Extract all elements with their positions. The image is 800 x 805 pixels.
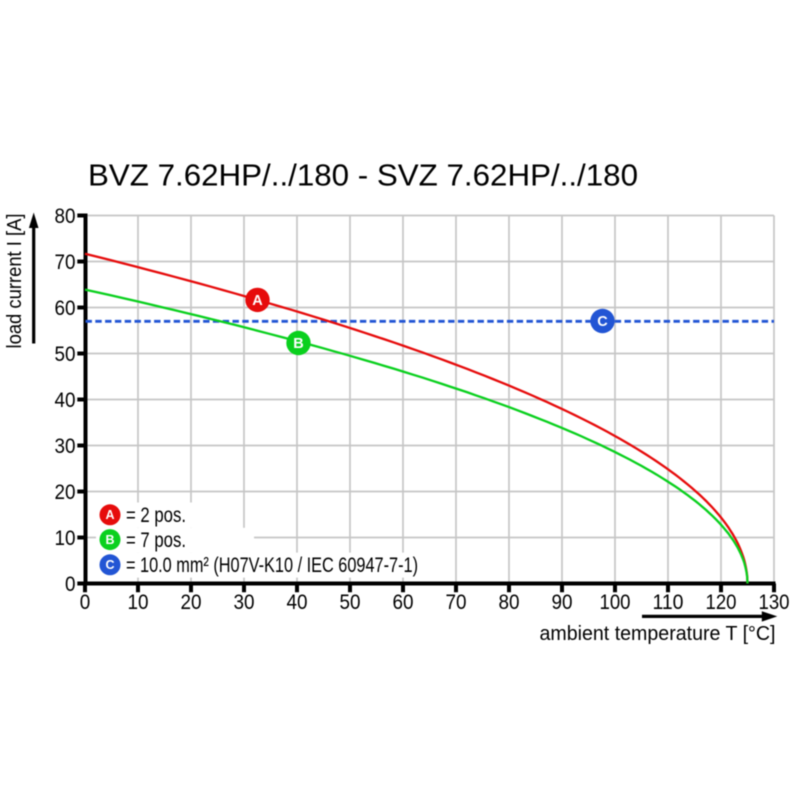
svg-text:110: 110 [653,591,684,614]
svg-text:30: 30 [55,435,76,458]
svg-text:70: 70 [55,251,76,274]
svg-text:BVZ 7.62HP/../180 - SVZ 7.62HP: BVZ 7.62HP/../180 - SVZ 7.62HP/../180 [88,158,638,193]
svg-text:100: 100 [600,591,631,614]
svg-text:0: 0 [65,573,76,596]
svg-text:50: 50 [55,343,76,366]
svg-text:90: 90 [552,591,573,614]
svg-text:load current I [A]: load current I [A] [3,214,26,349]
svg-text:B: B [105,533,114,547]
svg-text:ambient temperature T [°C]: ambient temperature T [°C] [540,622,776,645]
svg-text:10: 10 [128,591,149,614]
svg-text:10: 10 [55,527,76,550]
svg-text:A: A [252,293,263,309]
svg-text:0: 0 [80,591,91,614]
svg-text:= 2 pos.: = 2 pos. [126,504,186,527]
svg-text:30: 30 [234,591,255,614]
svg-text:80: 80 [499,591,520,614]
svg-text:120: 120 [706,591,737,614]
svg-text:20: 20 [181,591,202,614]
svg-text:40: 40 [287,591,308,614]
svg-text:40: 40 [55,389,76,412]
svg-text:60: 60 [55,297,76,320]
svg-text:70: 70 [446,591,467,614]
svg-text:20: 20 [55,481,76,504]
svg-text:60: 60 [393,591,414,614]
svg-text:C: C [105,558,114,572]
svg-text:50: 50 [340,591,361,614]
svg-text:= 7 pos.: = 7 pos. [126,529,186,552]
svg-text:C: C [597,314,608,330]
svg-text:130: 130 [759,591,790,614]
svg-text:B: B [293,336,303,352]
svg-text:= 10.0 mm² (H07V-K10 / IEC 609: = 10.0 mm² (H07V-K10 / IEC 60947-7-1) [126,554,418,577]
svg-text:A: A [105,508,114,522]
svg-text:80: 80 [55,205,76,228]
